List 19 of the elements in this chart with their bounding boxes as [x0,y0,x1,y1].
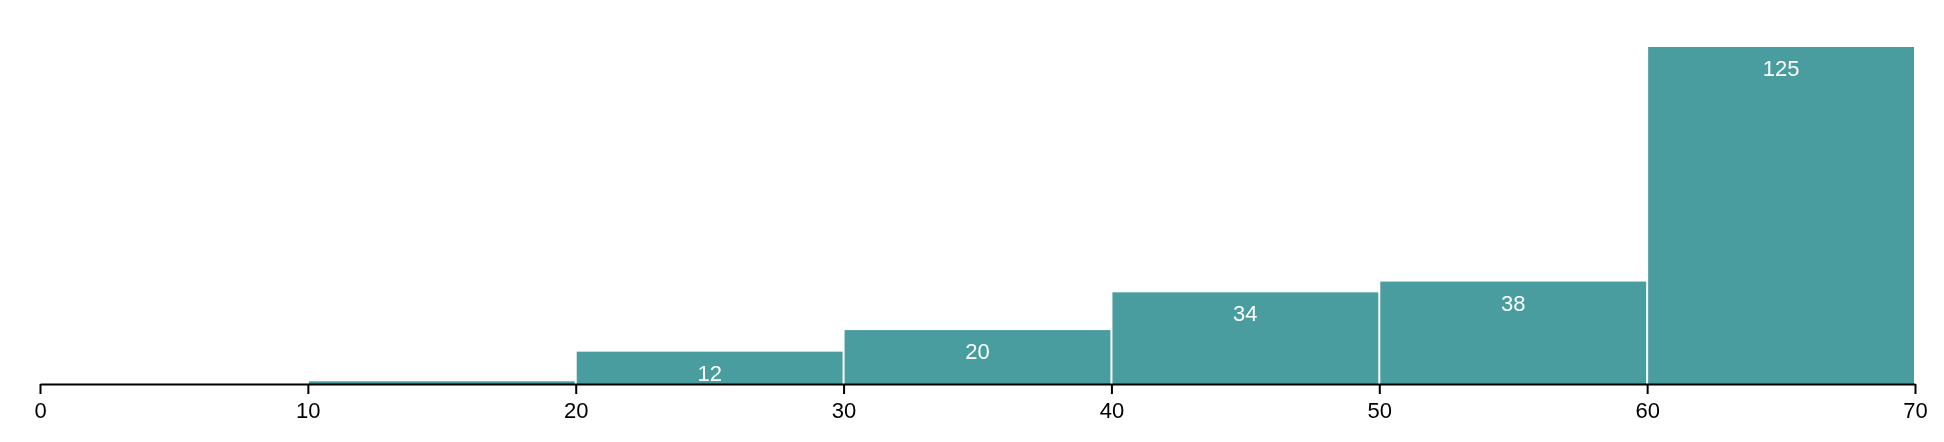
bar [576,351,843,384]
bar [308,381,575,384]
bar [1112,292,1379,384]
bar [1380,281,1647,384]
x-tick-label: 10 [296,397,321,423]
data-label: 12 [697,360,722,386]
x-tick-label: 70 [1903,397,1928,423]
bar [1648,47,1914,384]
x-tick-label: 50 [1367,397,1393,423]
x-tick-label: 30 [831,397,857,423]
data-label: 34 [1233,301,1258,327]
bar [844,330,1111,384]
x-tick-label: 0 [34,397,47,423]
data-label: 20 [965,339,990,365]
data-label: 125 [1762,56,1800,81]
x-tick-label: 60 [1635,397,1660,423]
x-tick-label: 40 [1099,397,1125,423]
data-label: 38 [1500,290,1526,316]
x-tick-label: 20 [563,397,589,423]
